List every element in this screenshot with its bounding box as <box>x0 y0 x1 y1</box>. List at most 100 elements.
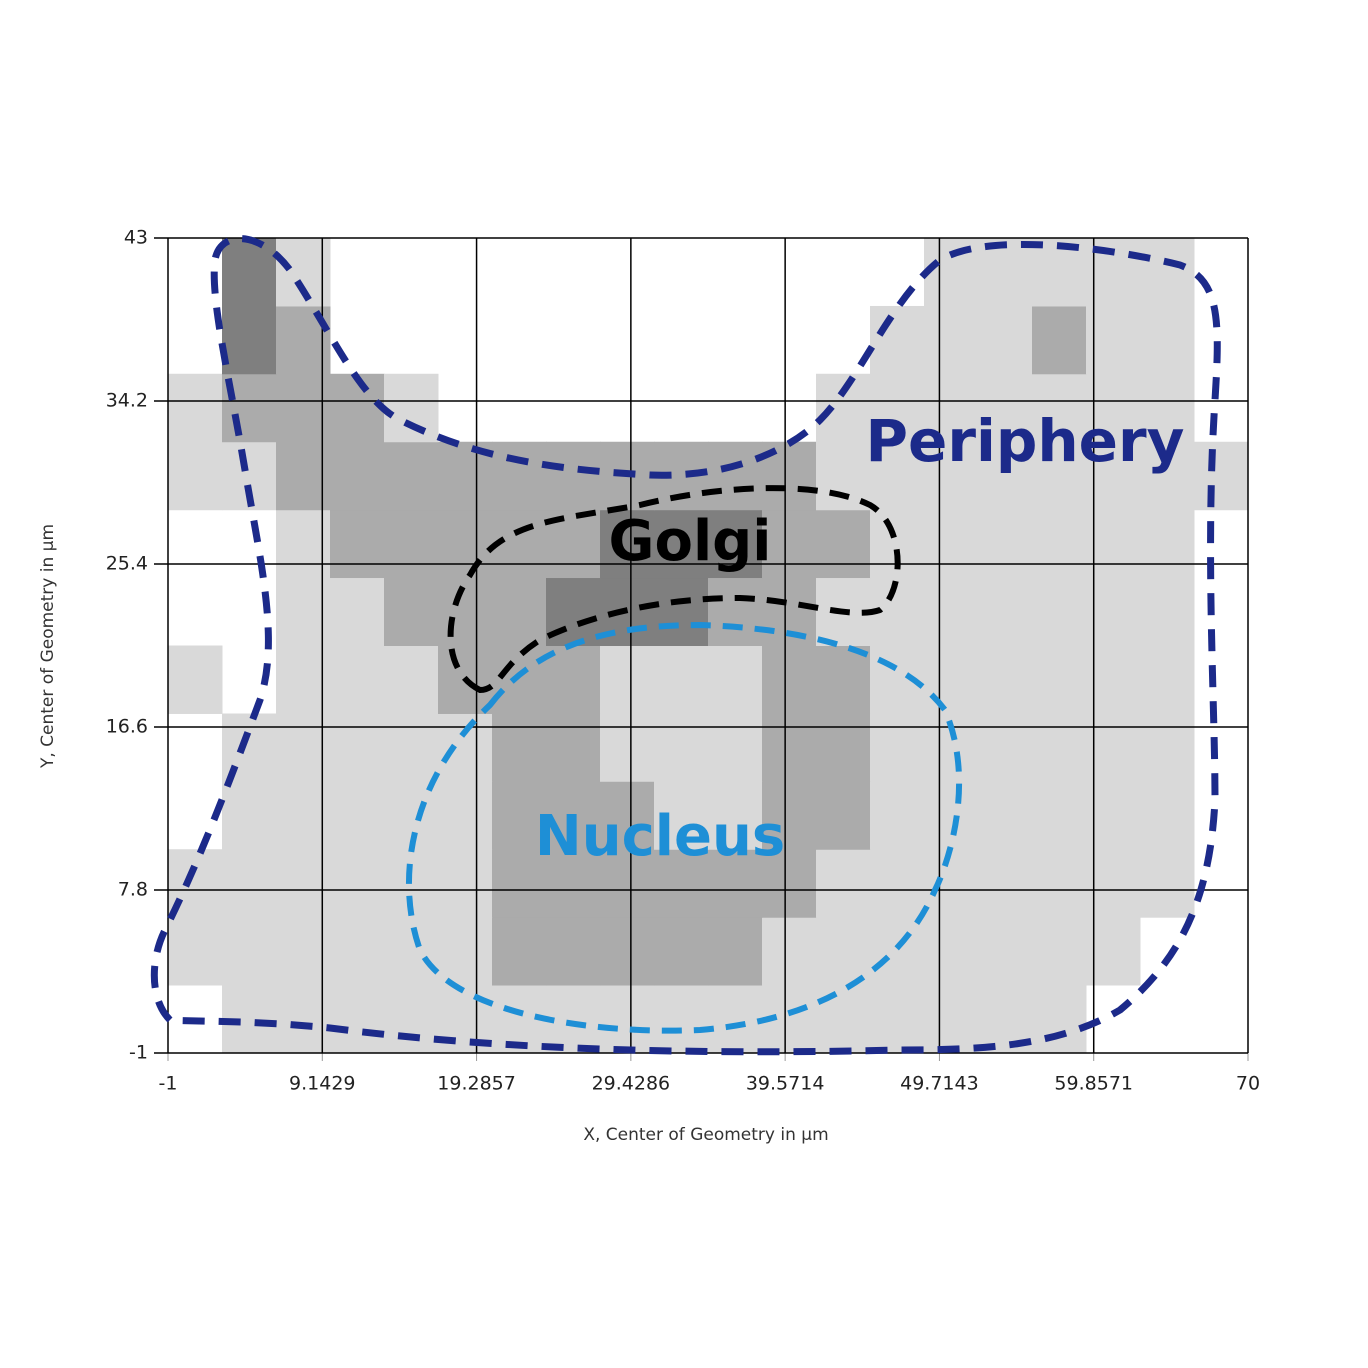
heatmap-cell <box>816 713 871 782</box>
heatmap-cell <box>384 917 439 986</box>
heatmap-cell <box>870 441 925 511</box>
y-tick-label: 25.4 <box>106 553 148 575</box>
y-axis-title: Y, Center of Geometry in µm <box>38 524 58 769</box>
heatmap-cell <box>762 849 817 918</box>
heatmap-cell <box>330 577 385 646</box>
heatmap-cell <box>384 509 439 579</box>
heatmap-cell <box>384 985 439 1054</box>
heatmap-cell <box>492 713 547 782</box>
heatmap-cell <box>654 849 709 918</box>
x-tick-label: 49.7143 <box>900 1073 979 1095</box>
heatmap-cell <box>654 781 709 850</box>
heatmap-cell <box>924 849 979 918</box>
heatmap-cell <box>1194 985 1249 1053</box>
heatmap-cell <box>924 373 979 443</box>
heatmap-cell <box>654 374 709 442</box>
heatmap-cell <box>654 645 709 714</box>
heatmap-cell <box>168 917 223 986</box>
heatmap-cell <box>1140 441 1195 511</box>
heatmap-cell <box>492 238 547 306</box>
heatmap-cell <box>438 849 493 918</box>
heatmap-cell <box>762 917 817 986</box>
heatmap-cell <box>762 509 817 579</box>
y-tick-label: 43 <box>124 227 148 249</box>
heatmap-cell <box>1140 305 1195 375</box>
heatmap-cell <box>384 373 439 443</box>
heatmap-cell <box>1086 781 1141 850</box>
heatmap-cell <box>168 713 223 781</box>
heatmap-cell <box>600 849 655 918</box>
heatmap-cell <box>870 781 925 850</box>
heatmap-cell <box>654 238 709 306</box>
x-tick-label: 70 <box>1236 1073 1260 1095</box>
heatmap-cell <box>276 645 331 714</box>
heatmap-cell <box>654 917 709 986</box>
heatmap-cell <box>600 917 655 986</box>
heatmap-cell <box>978 781 1033 850</box>
region-label: Periphery <box>866 407 1185 475</box>
heatmap-cell <box>600 985 655 1054</box>
heatmap-cell <box>708 306 763 374</box>
heatmap-cell <box>1032 917 1087 986</box>
heatmap-cell <box>330 645 385 714</box>
heatmap-cell <box>924 441 979 511</box>
heatmap-cell <box>600 713 655 782</box>
heatmap-cell <box>978 849 1033 918</box>
heatmap-cell <box>1086 577 1141 646</box>
heatmap-cell <box>1140 849 1195 918</box>
heatmap-cell <box>708 238 763 306</box>
x-tick-label: 59.8571 <box>1054 1073 1133 1095</box>
heatmap-cell <box>546 917 601 986</box>
heatmap-cell <box>600 781 655 850</box>
heatmap-cell <box>816 781 871 850</box>
heatmap-cell <box>924 509 979 579</box>
x-axis-title: X, Center of Geometry in µm <box>583 1125 828 1145</box>
heatmap-cell <box>1032 713 1087 782</box>
heatmap-cell <box>654 713 709 782</box>
heatmap-cell <box>708 917 763 986</box>
heatmap-cell <box>492 917 547 986</box>
heatmap-cell <box>978 577 1033 646</box>
heatmap-cell <box>492 849 547 918</box>
heatmap-cell <box>1140 577 1195 646</box>
heatmap-cell <box>870 917 925 986</box>
heatmap-cell <box>978 917 1033 986</box>
heatmap-cell <box>492 374 547 442</box>
heatmap-cell <box>1194 510 1249 578</box>
heatmap-cell <box>816 373 871 443</box>
heatmap-cell <box>1140 985 1195 1053</box>
golgi-outline <box>447 485 901 694</box>
heatmap-cell <box>438 238 493 306</box>
heatmap-cell <box>384 645 439 714</box>
heatmap-cell <box>1032 509 1087 579</box>
heatmap-cell <box>546 306 601 374</box>
heatmap-cell <box>1032 985 1087 1054</box>
heatmap-cell <box>924 781 979 850</box>
heatmap-cell <box>1086 645 1141 714</box>
heatmap-cell <box>546 374 601 442</box>
heatmap-cell <box>492 441 547 511</box>
heatmap-cell <box>1140 238 1195 307</box>
heatmap-cell <box>276 577 331 646</box>
region-outlines <box>150 235 1221 1056</box>
heatmap-cell <box>1140 373 1195 443</box>
heatmap-cell <box>222 510 277 578</box>
heatmap-cell <box>276 441 331 511</box>
heatmap <box>168 238 1249 1054</box>
heatmap-cell <box>276 781 331 850</box>
heatmap-cell <box>978 373 1033 443</box>
heatmap-cell <box>1086 849 1141 918</box>
heatmap-cell <box>654 509 709 579</box>
heatmap-cell <box>1086 713 1141 782</box>
heatmap-cell <box>438 781 493 850</box>
heatmap-cell <box>924 645 979 714</box>
heatmap-cell <box>1194 646 1249 714</box>
y-tick-label: 7.8 <box>118 879 148 901</box>
heatmap-cell <box>924 985 979 1054</box>
x-tick-label: 29.4286 <box>592 1073 671 1095</box>
heatmap-cell <box>708 645 763 714</box>
heatmap-cell <box>384 441 439 511</box>
heatmap-cell <box>924 917 979 986</box>
heatmap-cell <box>816 238 871 306</box>
